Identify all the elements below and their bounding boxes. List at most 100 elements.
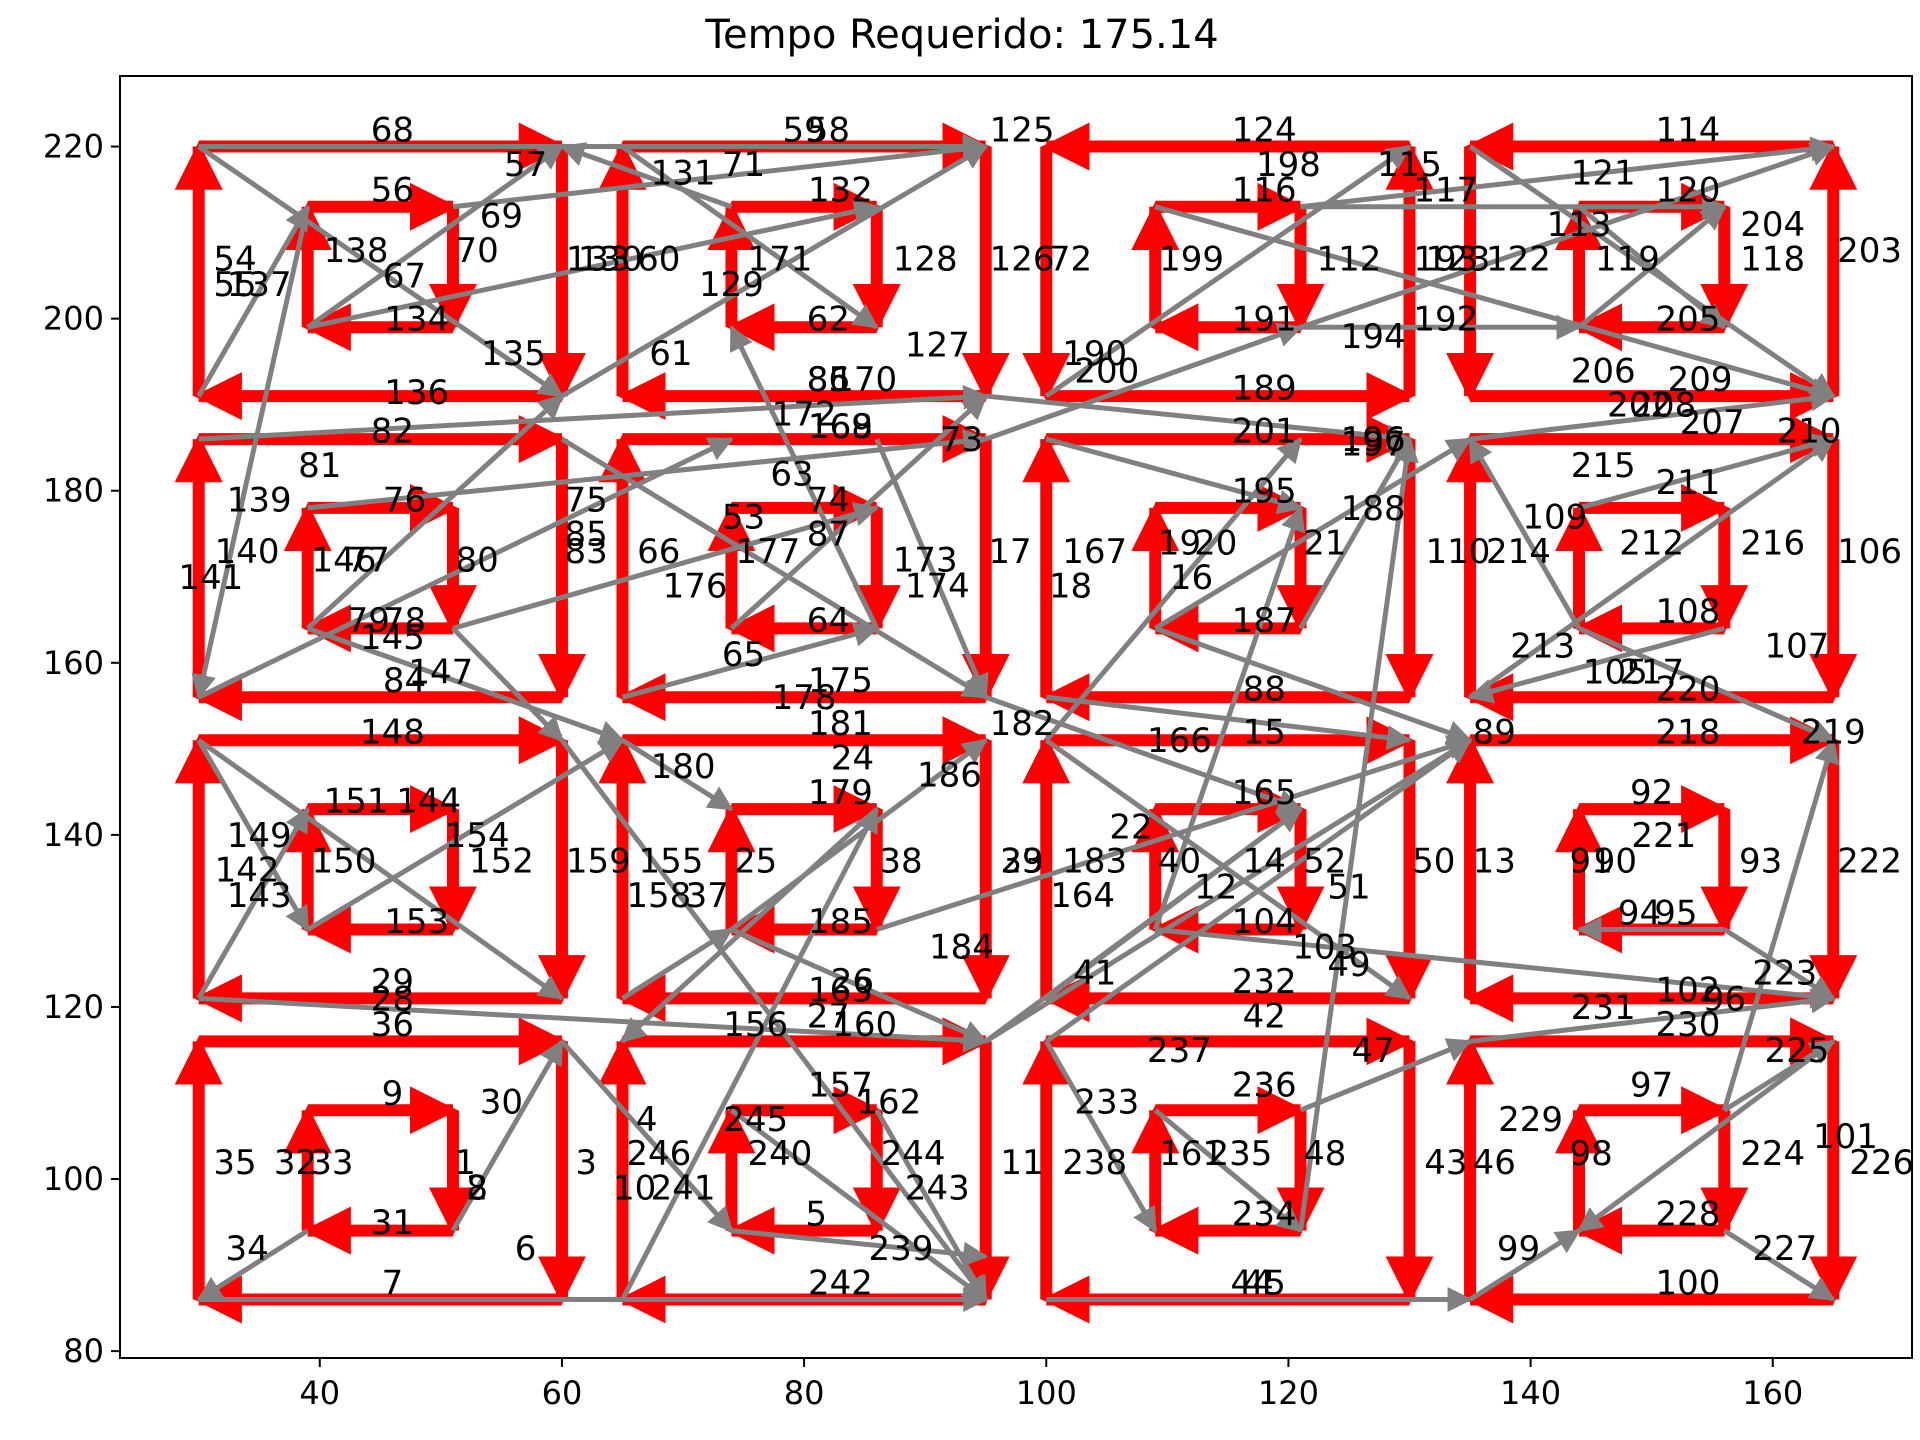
point-label: 190: [1062, 334, 1127, 374]
travel-segment: [1300, 136, 1836, 210]
point-label: 191: [1232, 300, 1297, 340]
point-label: 76: [383, 480, 426, 520]
point-label: 83: [565, 532, 608, 572]
point-label: 93: [1739, 842, 1782, 882]
point-label: 30: [480, 1083, 523, 1123]
travel-segment: [306, 738, 625, 932]
point-label: 109: [1522, 498, 1587, 538]
point-label: 166: [1147, 721, 1212, 761]
point-label: 153: [384, 902, 449, 942]
point-label: 157: [808, 1065, 873, 1105]
travel-segment: [1722, 1039, 1836, 1113]
point-label: 72: [1049, 239, 1092, 279]
travel-segment: [196, 738, 310, 932]
point-label: 184: [929, 928, 994, 968]
point-label: 138: [324, 231, 389, 271]
y-tick-label: 100: [43, 1160, 104, 1198]
point-label: 182: [990, 704, 1055, 744]
point-label: 140: [215, 532, 280, 572]
point-label: 162: [856, 1083, 921, 1123]
point-label: 18: [1049, 566, 1092, 606]
point-label: 187: [1232, 601, 1297, 641]
travel-segment: [1044, 738, 1473, 1044]
point-label: 32: [274, 1143, 317, 1183]
point-label: 87: [807, 515, 850, 555]
point-label: 65: [722, 635, 765, 675]
point-label: 123: [1425, 239, 1490, 279]
point-label: 189: [1232, 368, 1297, 408]
x-tick-label: 100: [1016, 1374, 1077, 1412]
point-label: 238: [1062, 1143, 1127, 1183]
travel-segment: [1299, 141, 1836, 330]
point-label: 108: [1656, 592, 1721, 632]
point-label: 38: [879, 842, 922, 882]
point-label: 117: [1413, 171, 1478, 211]
point-label: 58: [807, 110, 850, 150]
point-label: 171: [747, 239, 812, 279]
travel-segment: [1467, 625, 1725, 704]
point-label: 167: [1062, 532, 1127, 572]
point-label: 46: [1473, 1143, 1516, 1183]
point-label: 91: [1570, 842, 1613, 882]
point-label: 27: [807, 997, 850, 1037]
y-tick-label: 160: [43, 644, 104, 682]
point-label: 161: [1159, 1134, 1224, 1174]
point-label: 3: [575, 1143, 597, 1183]
point-label: 177: [735, 532, 800, 572]
x-tick-label: 120: [1258, 1374, 1319, 1412]
point-label: 236: [1232, 1065, 1297, 1105]
travel-segment: [198, 384, 989, 442]
point-label: 125: [990, 110, 1055, 150]
point-label: 13: [1473, 842, 1516, 882]
travel-segment: [196, 1228, 310, 1302]
point-label: 197: [1341, 424, 1406, 464]
point-label: 89: [1473, 713, 1516, 753]
travel-segment: [984, 738, 1473, 1044]
travel-segment: [306, 626, 625, 745]
point-label: 92: [1630, 773, 1673, 813]
travel-segment: [1154, 204, 1836, 403]
travel-segment: [1469, 386, 1836, 442]
point-label: 44: [1230, 1263, 1273, 1303]
point-label: 173: [893, 541, 958, 581]
point-label: 17: [988, 532, 1031, 572]
point-label: 98: [1570, 1134, 1613, 1174]
point-label: 37: [686, 876, 729, 916]
point-label: 50: [1412, 842, 1455, 882]
point-label: 115: [1377, 145, 1442, 185]
point-label: 85: [565, 515, 608, 555]
point-label: 25: [734, 842, 777, 882]
point-label: 79: [347, 601, 390, 641]
point-label: 66: [637, 532, 680, 572]
point-label: 104: [1232, 902, 1297, 942]
point-label: 95: [1654, 893, 1697, 933]
point-label: 4: [636, 1100, 658, 1140]
point-label: 216: [1740, 523, 1805, 563]
travel-segment: [1044, 738, 1412, 1001]
point-label: 134: [384, 300, 449, 340]
y-tick-label: 120: [43, 988, 104, 1026]
travel-segment: [1298, 436, 1419, 1232]
travel-segment: [874, 1108, 988, 1302]
travel-segment: [620, 806, 879, 1301]
point-label: 242: [808, 1263, 873, 1303]
travel-segment: [1722, 1228, 1836, 1302]
point-label: 88: [1243, 670, 1286, 710]
point-label: 103: [1292, 928, 1357, 968]
point-label: 233: [1074, 1083, 1139, 1123]
point-label: 63: [770, 455, 813, 495]
travel-segment: [560, 144, 988, 399]
point-label: 199: [1159, 239, 1224, 279]
travel-segment: [1469, 988, 1836, 1044]
travel-segment: [620, 807, 879, 1044]
travel-segment: [621, 622, 880, 700]
point-label: 214: [1486, 532, 1551, 572]
x-tick-label: 140: [1500, 1374, 1561, 1412]
point-label: 208: [1631, 386, 1696, 426]
point-label: 204: [1740, 205, 1805, 245]
point-label: 128: [893, 239, 958, 279]
point-label: 240: [747, 1134, 812, 1174]
point-label: 114: [1656, 110, 1721, 150]
point-label: 198: [1256, 145, 1321, 185]
point-label: 147: [408, 652, 473, 692]
